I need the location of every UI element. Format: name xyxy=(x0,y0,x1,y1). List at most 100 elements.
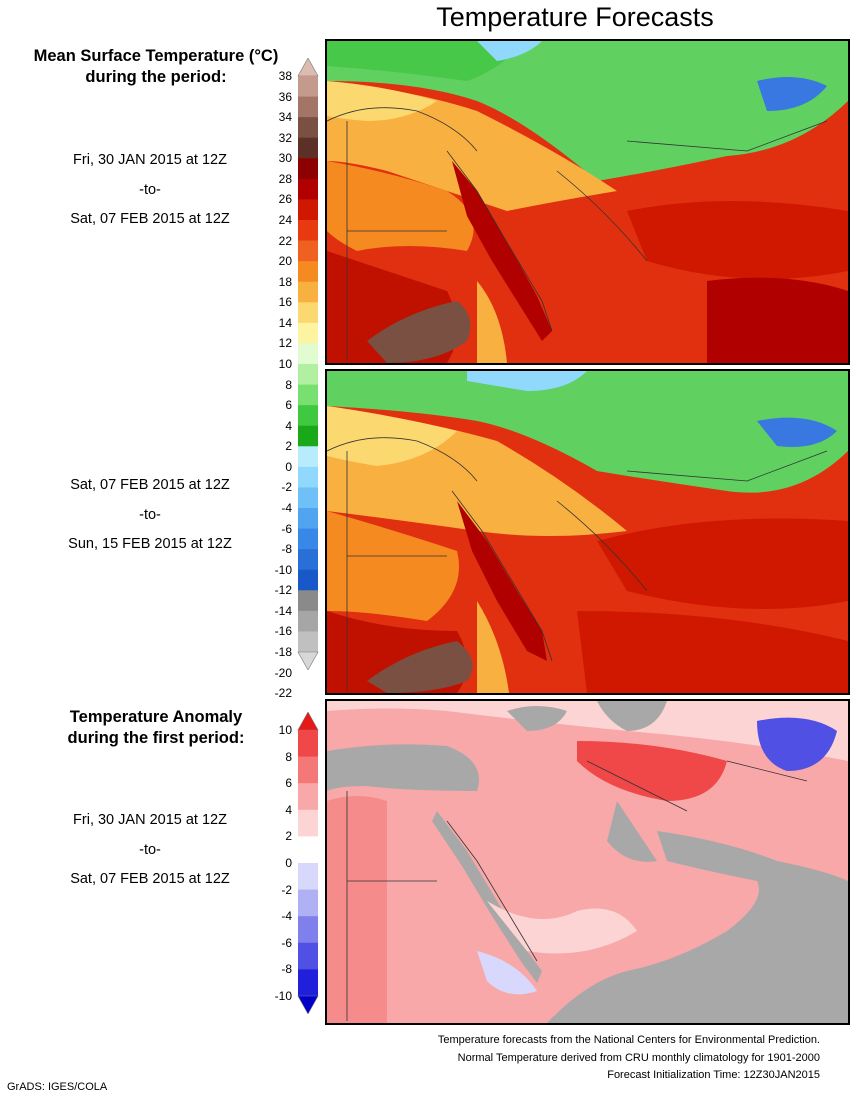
colorbar-segment xyxy=(298,302,318,324)
colorbar-tick-label: -10 xyxy=(274,562,292,577)
colorbar-segment xyxy=(298,916,318,944)
colorbar-tick-label: 16 xyxy=(278,295,292,310)
colorbar-tick-label: -20 xyxy=(274,665,292,680)
colorbar-tick-label: 8 xyxy=(285,749,292,764)
anomaly-heading: Temperature Anomaly during the first per… xyxy=(0,707,312,749)
colorbar-segment xyxy=(298,508,318,529)
footer-line-3: Forecast Initialization Time: 12Z30JAN20… xyxy=(607,1069,820,1081)
colorbar-segment xyxy=(298,590,318,612)
colorbar-top-arrow xyxy=(297,58,319,77)
colorbar-tick-label: -18 xyxy=(274,645,292,659)
colorbar-segment xyxy=(298,836,318,864)
colorbar-segment xyxy=(298,220,318,241)
colorbar-tick-label: 2 xyxy=(285,439,292,454)
colorbar-segment xyxy=(298,569,318,591)
colorbar-segment xyxy=(298,96,318,118)
colorbar-tick-label: 24 xyxy=(278,213,292,227)
temperature-colorbar xyxy=(297,58,319,670)
colorbar-segment xyxy=(298,446,318,468)
colorbar-tick-label: 2 xyxy=(285,829,292,844)
colorbar-segment xyxy=(298,178,318,200)
colorbar-tick-label: 6 xyxy=(285,776,292,791)
colorbar-tick-label: -6 xyxy=(281,935,292,950)
colorbar-segment xyxy=(298,942,318,970)
colorbar-segment xyxy=(298,528,318,550)
colorbar-segment xyxy=(298,343,318,365)
colorbar-tick-label: 12 xyxy=(278,336,292,351)
period-2-end: Sun, 15 FEB 2015 at 12Z xyxy=(68,536,232,552)
colorbar-bottom-arrow xyxy=(297,651,319,670)
colorbar-tick-label: -2 xyxy=(281,882,292,897)
mean-temperature-heading: Mean Surface Temperature (°C) during the… xyxy=(0,46,312,88)
colorbar-tick-label: -12 xyxy=(274,583,292,598)
footer-line-2: Normal Temperature derived from CRU mont… xyxy=(457,1051,820,1064)
period-2-start: Sat, 07 FEB 2015 at 12Z xyxy=(70,477,230,493)
colorbar-tick-label: 18 xyxy=(278,274,292,289)
colorbar-segment xyxy=(298,425,318,447)
mean-heading-line-1: Mean Surface Temperature (°C) xyxy=(33,47,279,65)
temperature-map-period-1 xyxy=(325,39,850,365)
colorbar-segment xyxy=(298,487,318,509)
anomaly-heading-line-2: during the first period: xyxy=(67,729,245,747)
colorbar-segment xyxy=(298,863,318,890)
colorbar-segment xyxy=(298,466,318,488)
colorbar-segment xyxy=(298,889,318,917)
temperature-anomaly-map xyxy=(325,699,850,1025)
colorbar-segment xyxy=(298,610,318,632)
colorbar-tick-label: 10 xyxy=(278,723,292,737)
colorbar-tick-label: 36 xyxy=(278,89,292,104)
colorbar-tick-label: 28 xyxy=(278,171,292,186)
colorbar-segment xyxy=(298,117,318,139)
colorbar-segment xyxy=(298,405,318,427)
colorbar-segment xyxy=(298,969,318,997)
colorbar-tick-label: -8 xyxy=(281,542,292,557)
period-1-end: Sat, 07 FEB 2015 at 12Z xyxy=(70,211,230,227)
anomaly-period-separator: -to- xyxy=(139,841,161,858)
page-title: Temperature Forecasts xyxy=(436,2,714,32)
mean-heading-line-2: during the period: xyxy=(85,68,227,86)
colorbar-tick-label: -6 xyxy=(281,521,292,536)
colorbar-tick-label: -8 xyxy=(281,962,292,977)
period-2-separator: -to- xyxy=(139,506,161,523)
colorbar-segment xyxy=(298,199,318,221)
temperature-map-period-2 xyxy=(325,369,850,695)
colorbar-tick-label: 32 xyxy=(278,130,292,145)
colorbar-tick-label: 8 xyxy=(285,377,292,392)
colorbar-segment xyxy=(298,631,318,653)
colorbar-segment xyxy=(298,281,318,303)
colorbar-tick-label: 4 xyxy=(285,418,292,433)
colorbar-tick-label: -10 xyxy=(274,989,292,1003)
colorbar-tick-label: -22 xyxy=(274,686,292,701)
colorbar-tick-label: 30 xyxy=(278,151,292,166)
colorbar-segment xyxy=(298,809,318,837)
anomaly-period-end: Sat, 07 FEB 2015 at 12Z xyxy=(70,871,230,887)
colorbar-segment xyxy=(298,322,318,344)
colorbar-segment xyxy=(298,384,318,406)
colorbar-segment xyxy=(298,549,318,571)
colorbar-tick-label: 4 xyxy=(285,802,292,817)
colorbar-tick-label: 22 xyxy=(278,233,292,248)
footer-notes: Temperature forecasts from the National … xyxy=(438,1032,820,1085)
colorbar-tick-label: 0 xyxy=(285,856,292,870)
colorbar-tick-label: -2 xyxy=(281,480,292,495)
colorbar-segment xyxy=(298,364,318,385)
colorbar-tick-label: 38 xyxy=(278,69,292,83)
colorbar-tick-label: 0 xyxy=(285,459,292,474)
period-2-label: Sat, 07 FEB 2015 at 12Z -to- Sun, 15 FEB… xyxy=(0,471,300,560)
colorbar-segment xyxy=(298,783,318,811)
colorbar-segment xyxy=(298,756,318,784)
anomaly-period-start: Fri, 30 JAN 2015 at 12Z xyxy=(73,812,227,828)
colorbar-tick-label: 14 xyxy=(278,315,292,330)
colorbar-segment xyxy=(298,730,318,757)
colorbar-tick-label: 6 xyxy=(285,398,292,413)
period-1-start: Fri, 30 JAN 2015 at 12Z xyxy=(73,152,227,168)
colorbar-segment xyxy=(298,261,318,283)
colorbar-tick-label: -4 xyxy=(281,909,292,924)
period-1-label: Fri, 30 JAN 2015 at 12Z -to- Sat, 07 FEB… xyxy=(0,146,300,235)
colorbar-tick-label: -4 xyxy=(281,501,292,515)
colorbar-tick-label: 10 xyxy=(278,357,292,371)
anomaly-period-label: Fri, 30 JAN 2015 at 12Z -to- Sat, 07 FEB… xyxy=(0,806,300,895)
colorbar-tick-label: 26 xyxy=(278,192,292,207)
anomaly-colorbar xyxy=(297,712,319,1014)
colorbar-tick-label: -16 xyxy=(274,624,292,639)
